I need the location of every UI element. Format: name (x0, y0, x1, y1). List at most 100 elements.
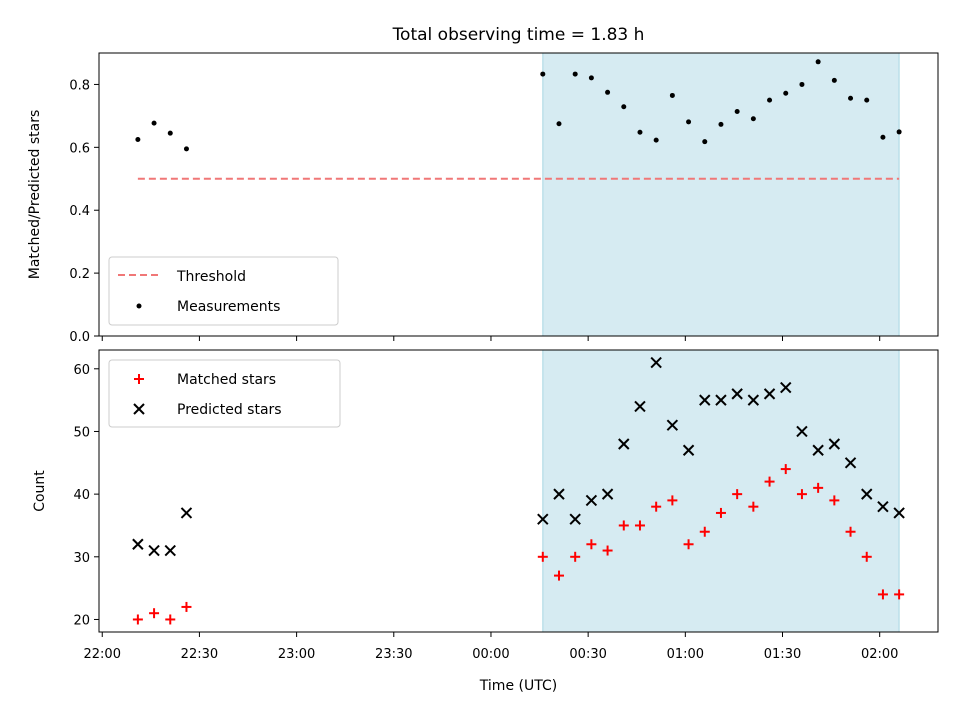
measurement-point (864, 97, 870, 103)
chart-title: Total observing time = 1.83 h (392, 25, 645, 45)
predicted-star-point (828, 438, 841, 450)
predicted-star-point (844, 457, 857, 469)
predicted-star-point (132, 538, 144, 550)
predicted-star-point (893, 507, 905, 519)
predicted-mark-b (553, 488, 565, 500)
predicted-mark-b (828, 438, 841, 450)
bottom-axes: 20 30 40 50 60 22:00 22:30 23:00 23:30 00:00 00:3… (32, 349, 939, 694)
measurement-point (572, 71, 578, 77)
matched-star-point (132, 614, 143, 625)
matched-star-point (602, 545, 613, 556)
matched-star-point (667, 495, 678, 506)
predicted-mark-b (618, 438, 630, 450)
measurement-point (653, 137, 659, 143)
y-tick-label: 40 (73, 488, 90, 503)
measurement-points (135, 59, 902, 152)
x-tick-label: 00:30 (569, 647, 606, 662)
matched-star-point (165, 614, 176, 625)
measurement-point (588, 75, 594, 81)
predicted-mark-b (148, 544, 160, 557)
predicted-star-point (634, 400, 646, 413)
predicted-star-point (148, 544, 160, 557)
predicted-mark-b (601, 488, 614, 500)
x-tick-label: 22:30 (181, 647, 218, 662)
top-axes-frame (98, 52, 939, 337)
measurement-point (750, 116, 756, 122)
matched-star-point (796, 489, 807, 500)
bottom-y-axis-label: Count (32, 470, 48, 512)
matched-star-point (181, 601, 192, 612)
y-tick-label: 0.6 (69, 141, 90, 156)
matched-star-point (813, 482, 824, 493)
measurement-point (848, 95, 854, 101)
bottom-y-ticks: 20 30 40 50 60 (73, 363, 99, 628)
predicted-mark-b (132, 538, 144, 550)
predicted-mark-b (634, 400, 646, 413)
matched-star-point (748, 501, 759, 512)
predicted-star-point (537, 513, 549, 525)
predicted-mark-b (893, 507, 905, 519)
measurement-point (686, 119, 692, 125)
predicted-mark-b (844, 457, 857, 469)
predicted-star-point (553, 488, 565, 500)
predicted-star-point (812, 444, 824, 456)
predicted-mark-b (666, 419, 679, 431)
predicted-star-point (877, 500, 889, 513)
matched-star-point (715, 507, 726, 518)
matched-legend-swatch (134, 374, 144, 384)
matched-star-point (634, 520, 645, 531)
predicted-mark-b (796, 425, 808, 438)
top-x-ticks (101, 336, 881, 341)
measurement-point (556, 121, 562, 127)
predicted-mark-b (747, 394, 760, 406)
observation-span-top (542, 52, 900, 337)
matched-star-point (586, 539, 597, 550)
measurement-point (831, 77, 837, 83)
predicted-mark-b (569, 513, 581, 525)
predicted-star-point (601, 488, 614, 500)
predicted-star-point (682, 444, 695, 456)
bottom-legend-box (108, 359, 341, 428)
predicted-mark-b (650, 356, 662, 369)
matched-star-point (764, 476, 775, 487)
x-tick-label: 22:00 (84, 647, 121, 662)
predicted-star-point (796, 425, 808, 438)
predicted-star-point (180, 507, 193, 519)
predicted-legend-swatch (133, 403, 145, 415)
matched-star-point (618, 520, 629, 531)
matched-legend-label: Matched stars (177, 372, 276, 388)
measurements-legend-swatch (136, 303, 142, 309)
x-tick-label: 01:30 (764, 647, 801, 662)
predicted-star-point (715, 394, 727, 406)
x-tick-label: 23:00 (278, 647, 315, 662)
y-tick-label: 0.2 (69, 267, 90, 282)
y-tick-label: 0.0 (69, 330, 90, 345)
y-tick-label: 0.4 (69, 204, 90, 219)
matched-star-point (829, 495, 840, 506)
predicted-star-point (731, 388, 743, 400)
matched-star-point (537, 551, 548, 562)
predicted-star-point (780, 381, 792, 394)
measurement-point (783, 90, 789, 96)
measurement-point (621, 104, 627, 110)
bottom-axes-frame (98, 349, 939, 633)
matched-star-point (780, 464, 791, 475)
y-tick-label: 50 (73, 425, 90, 440)
top-y-ticks: 0.0 0.2 0.4 0.6 0.8 (69, 78, 99, 345)
y-tick-label: 0.8 (69, 78, 90, 93)
predicted-star-point (763, 388, 776, 400)
measurement-point (734, 108, 740, 114)
predicted-mark-b (763, 388, 776, 400)
measurement-point (637, 129, 643, 135)
observation-span-bottom (542, 349, 900, 633)
matched-star-point (732, 489, 743, 500)
predicted-star-point (747, 394, 760, 406)
x-tick-label: 02:00 (861, 647, 898, 662)
x-tick-label: 23:30 (375, 647, 412, 662)
matched-star-point (894, 589, 905, 600)
measurements-legend-label: Measurements (177, 299, 280, 315)
y-tick-label: 20 (73, 613, 90, 628)
measurement-point (880, 134, 886, 140)
measurement-point (799, 81, 805, 87)
